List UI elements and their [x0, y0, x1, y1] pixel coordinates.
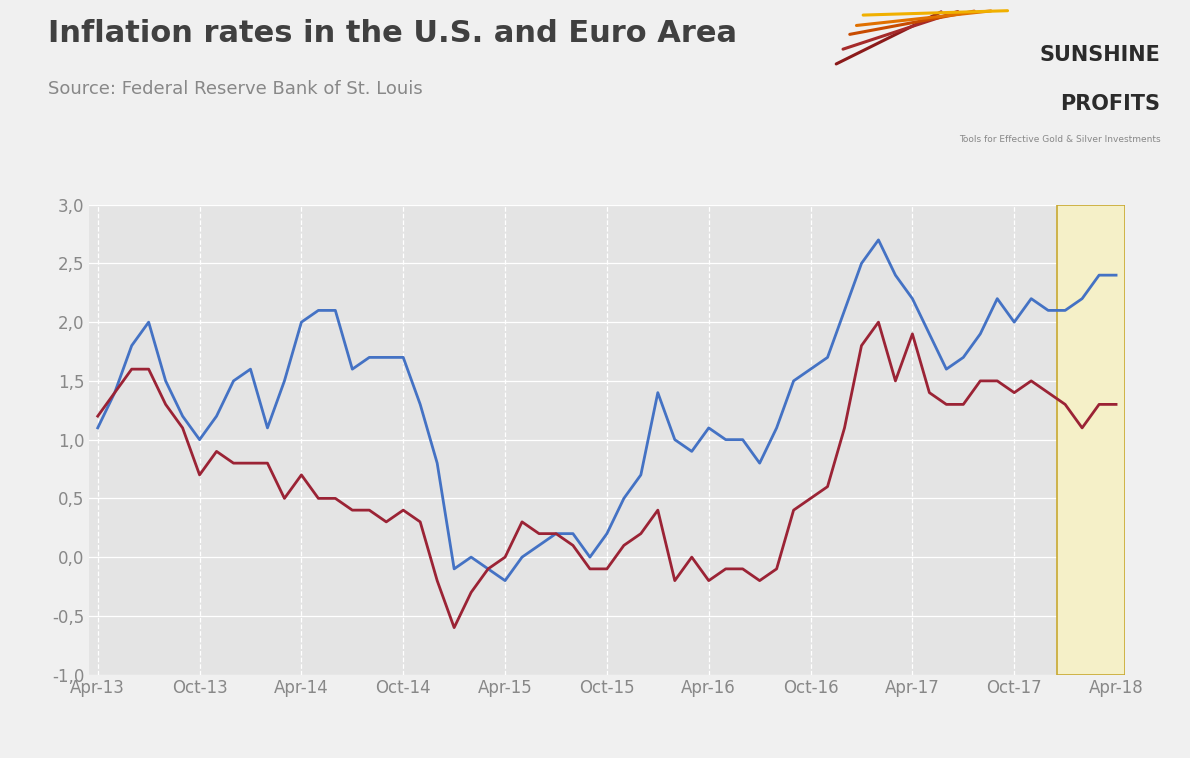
Bar	[1057, 205, 1125, 675]
Text: Inflation rates in the U.S. and Euro Area: Inflation rates in the U.S. and Euro Are…	[48, 19, 737, 48]
Text: PROFITS: PROFITS	[1060, 94, 1160, 114]
Text: Source: Federal Reserve Bank of St. Louis: Source: Federal Reserve Bank of St. Loui…	[48, 80, 422, 98]
Text: SUNSHINE: SUNSHINE	[1039, 45, 1160, 65]
Text: Tools for Effective Gold & Silver Investments: Tools for Effective Gold & Silver Invest…	[959, 135, 1160, 144]
